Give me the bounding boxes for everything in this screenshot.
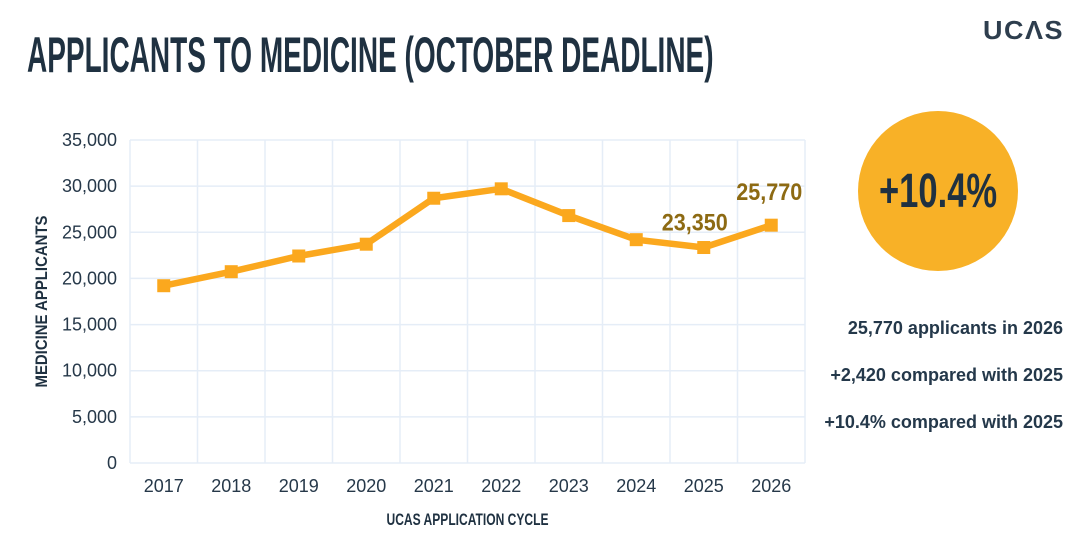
y-axis-tick-label: 25,000 xyxy=(62,222,117,242)
x-axis-tick-label: 2021 xyxy=(414,476,454,496)
percent-change-value: +10.4% xyxy=(878,164,998,218)
x-axis-tick-label: 2026 xyxy=(751,476,791,496)
x-axis-tick-label: 2019 xyxy=(279,476,319,496)
page-title: APPLICANTS TO MEDICINE (OCTOBER DEADLINE… xyxy=(27,27,714,83)
data-point-marker xyxy=(629,233,643,247)
data-point-marker xyxy=(562,209,576,223)
data-point-label: 25,770 xyxy=(736,179,802,206)
y-axis-tick-label: 35,000 xyxy=(62,130,117,150)
y-axis-tick-label: 15,000 xyxy=(62,315,117,335)
x-axis-tick-label: 2023 xyxy=(549,476,589,496)
x-axis-tick-label: 2025 xyxy=(684,476,724,496)
data-point-label: 23,350 xyxy=(662,210,728,237)
y-axis-tick-label: 0 xyxy=(107,453,117,473)
data-point-marker xyxy=(697,241,711,255)
x-axis-title: UCAS APPLICATION CYCLE xyxy=(387,510,549,529)
data-point-marker xyxy=(224,265,238,279)
data-point-marker xyxy=(494,182,508,196)
y-axis-tick-label: 5,000 xyxy=(72,407,117,427)
series-line-medicine-applicants xyxy=(160,185,775,289)
data-point-marker xyxy=(764,218,778,232)
y-axis-tick-label: 10,000 xyxy=(62,361,117,381)
x-axis-tick-label: 2017 xyxy=(144,476,184,496)
x-axis-tick-label: 2022 xyxy=(481,476,521,496)
percent-change-badge: +10.4% xyxy=(858,111,1018,271)
summary-stats: 25,770 applicants in 2026 +2,420 compare… xyxy=(733,318,1063,459)
y-axis-title: MEDICINE APPLICANTS xyxy=(32,216,51,388)
x-axis-tick-label: 2024 xyxy=(616,476,656,496)
stat-pct-vs-2025: +10.4% compared with 2025 xyxy=(824,412,1063,432)
y-axis-tick-label: 30,000 xyxy=(62,176,117,196)
data-point-marker xyxy=(157,279,171,293)
x-axis-tick-label: 2018 xyxy=(211,476,251,496)
x-axis-tick-label: 2020 xyxy=(346,476,386,496)
data-point-marker xyxy=(427,191,441,205)
data-point-marker xyxy=(292,249,306,263)
ucas-logo: UCΛS xyxy=(982,16,1064,45)
medicine-applicants-chart: 0 5,000 10,000 15,000 20,000 25,000 30,000 35,0… xyxy=(32,130,806,529)
stat-diff-vs-2025: +2,420 compared with 2025 xyxy=(830,365,1063,385)
data-point-marker xyxy=(359,237,373,251)
stat-applicants-2026: 25,770 applicants in 2026 xyxy=(847,318,1063,338)
y-axis-tick-label: 20,000 xyxy=(62,268,117,288)
